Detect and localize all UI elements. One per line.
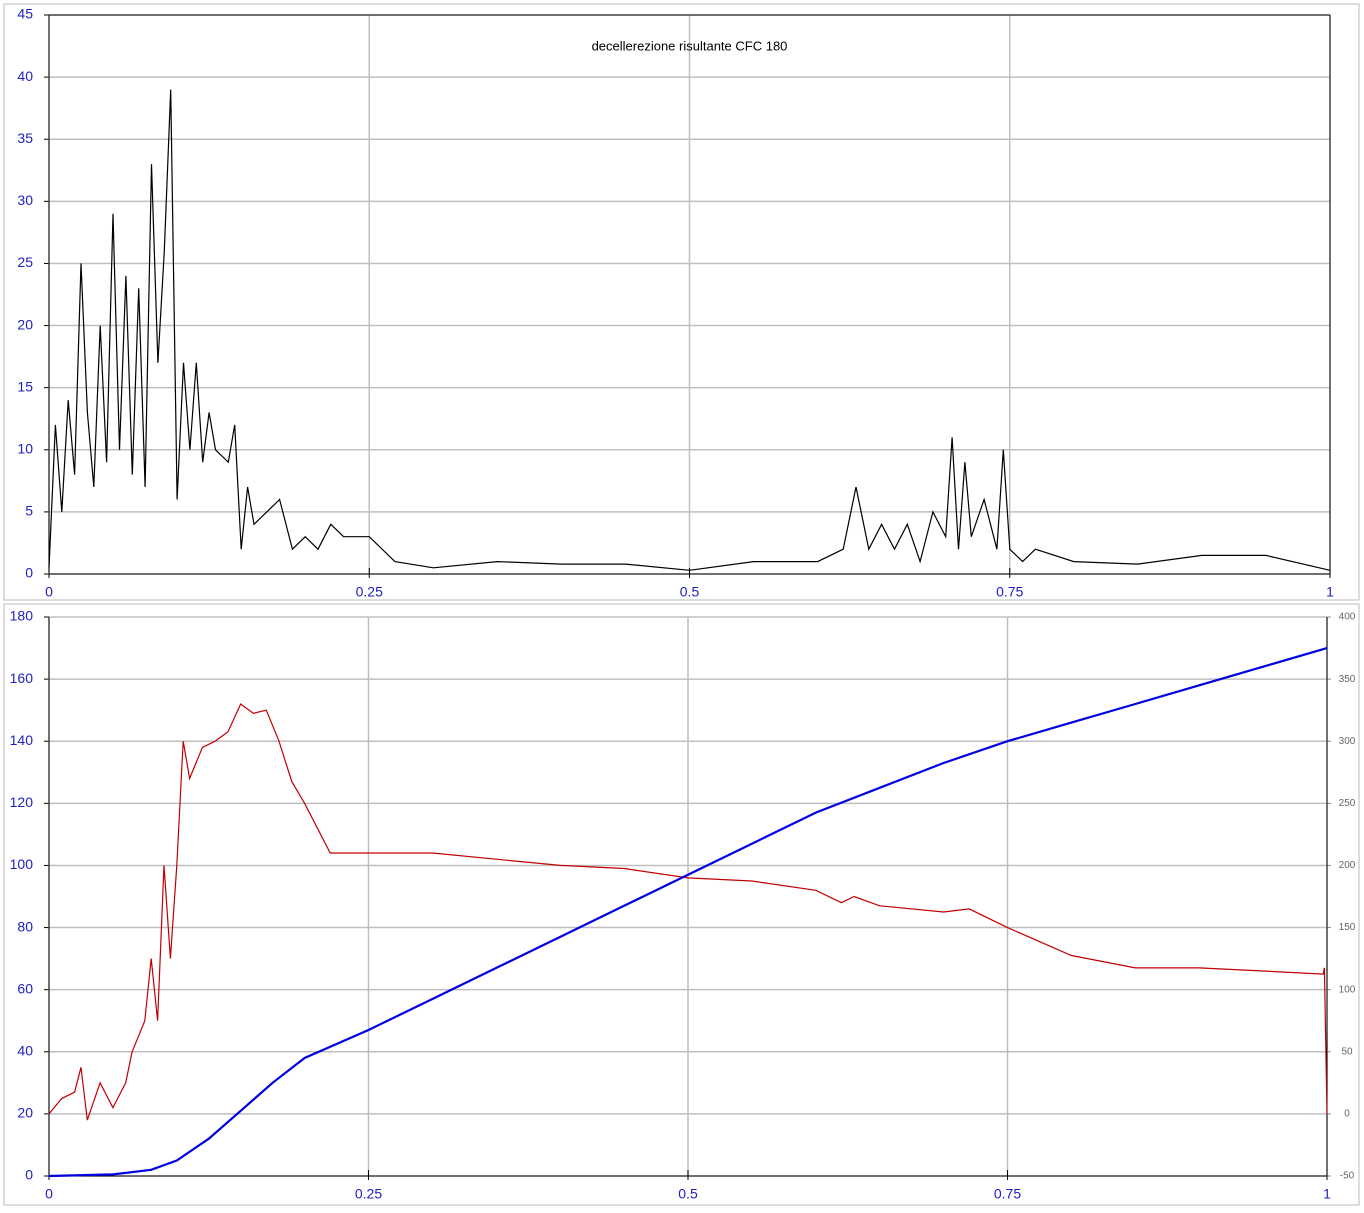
y-tick-label: 35 (17, 130, 33, 146)
y-tick-label: 160 (10, 670, 34, 686)
y-tick-label: 20 (17, 1105, 33, 1121)
x-tick-label: 0.5 (680, 584, 700, 600)
chart-frame (3, 603, 1360, 1206)
y-tick-label: 100 (10, 856, 34, 872)
x-tick-label: 0.75 (996, 584, 1023, 600)
y-tick-label: 80 (17, 918, 33, 934)
y-tick-label: 60 (17, 980, 33, 996)
y-tick-label: 25 (17, 254, 33, 270)
series-line (48, 703, 1328, 1121)
y2-tick-label: 0 (1344, 1109, 1350, 1120)
x-tick-label: 0 (45, 1186, 53, 1202)
x-tick-label: 0.5 (678, 1186, 698, 1202)
x-tick-label: 1 (1326, 584, 1334, 600)
series-line (48, 647, 1328, 1178)
y-tick-label: 10 (17, 440, 33, 456)
y-tick-label: 5 (25, 503, 33, 519)
x-tick-label: 1 (1323, 1186, 1331, 1202)
y2-tick-label: 100 (1339, 984, 1356, 995)
y2-tick-label: 300 (1339, 736, 1356, 747)
y-tick-label: 0 (25, 565, 33, 581)
y2-tick-label: -50 (1340, 1171, 1355, 1182)
chart-title: decellerezione risultante CFC 180 (592, 38, 788, 53)
y2-tick-label: 400 (1339, 612, 1356, 623)
y2-tick-label: 200 (1339, 860, 1356, 871)
series-line (48, 89, 1331, 571)
chart-frame (3, 3, 1360, 601)
y2-tick-label: 50 (1341, 1046, 1353, 1057)
y-tick-label: 0 (25, 1167, 33, 1183)
y-tick-label: 120 (10, 794, 34, 810)
y-tick-label: 30 (17, 192, 33, 208)
x-tick-label: 0 (45, 584, 53, 600)
y-tick-label: 20 (17, 316, 33, 332)
x-tick-label: 0.25 (355, 1186, 382, 1202)
y-tick-label: 45 (17, 6, 33, 22)
y-tick-label: 15 (17, 378, 33, 394)
y2-tick-label: 250 (1339, 798, 1356, 809)
x-tick-label: 0.75 (994, 1186, 1021, 1202)
y2-tick-label: 350 (1339, 674, 1356, 685)
y2-tick-label: 150 (1339, 922, 1356, 933)
y-tick-label: 40 (17, 1042, 33, 1058)
y-tick-label: 40 (17, 68, 33, 84)
y-tick-label: 180 (10, 608, 34, 624)
y-tick-label: 140 (10, 732, 34, 748)
x-tick-label: 0.25 (356, 584, 383, 600)
